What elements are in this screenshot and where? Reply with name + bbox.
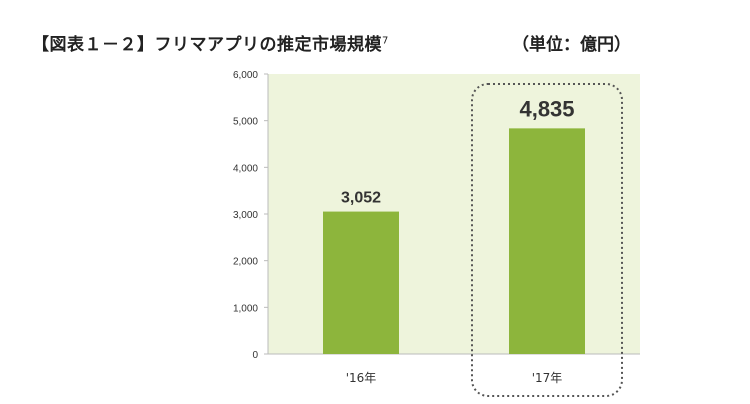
y-tick-label: 1,000 (233, 303, 258, 314)
category-labels: '16年 '17年 (346, 371, 563, 385)
category-label: '16年 (346, 371, 377, 385)
bars (323, 128, 585, 354)
bar (509, 128, 585, 354)
y-tick-labels: 0 1,000 2,000 3,000 4,000 5,000 6,000 (233, 70, 268, 361)
chart-title: 【図表１－２】フリマアプリの推定市場規模7 (32, 35, 389, 55)
y-tick-label: 4,000 (233, 163, 258, 174)
y-tick-label: 2,000 (233, 257, 258, 268)
y-tick-label: 6,000 (233, 70, 258, 81)
y-tick-label: 5,000 (233, 117, 258, 128)
title-footnote: 7 (382, 35, 389, 47)
data-labels: 3,052 4,835 (341, 96, 575, 206)
highlight-box-2017 (471, 83, 623, 397)
y-tick-label: 3,000 (233, 210, 258, 221)
y-tick-label: 0 (252, 350, 258, 361)
data-label: 4,835 (519, 96, 574, 121)
category-label: '17年 (532, 371, 563, 385)
data-label: 3,052 (341, 190, 381, 207)
unit-note: （単位：億円） (512, 35, 631, 55)
bar (323, 211, 399, 354)
